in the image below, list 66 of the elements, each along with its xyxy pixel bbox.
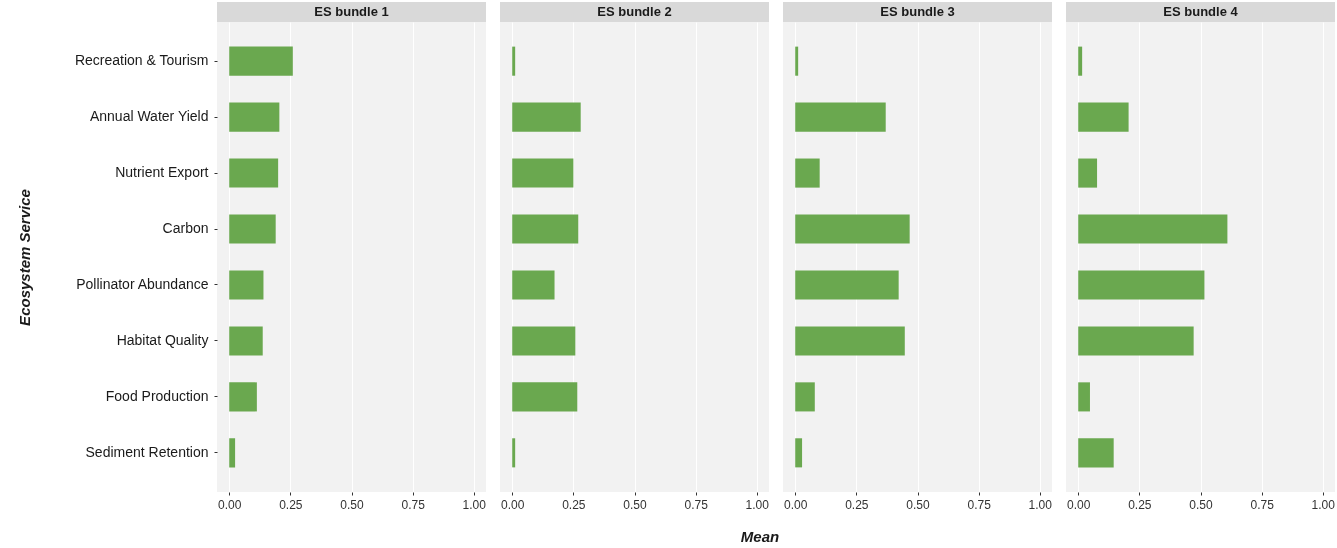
bar [512, 214, 579, 244]
x-tick-label: 1.00 [1311, 497, 1336, 512]
y-axis-title: Ecosystem Service [15, 189, 33, 326]
bar [795, 382, 815, 412]
y-tick-label: Habitat Quality [116, 331, 209, 348]
y-tick-label: Recreation & Tourism [74, 52, 209, 69]
x-tick-label: 1.00 [1028, 497, 1053, 512]
y-tick-label: Carbon [162, 220, 209, 237]
chart-title: ES bundle 3 [783, 2, 1052, 22]
bar [795, 46, 799, 76]
bar [795, 270, 899, 300]
x-tick-label: 0.00 [1067, 497, 1091, 512]
bar [229, 438, 236, 468]
bar [229, 270, 264, 300]
bar [512, 158, 574, 188]
bar [795, 214, 910, 244]
y-tick-label: Pollinator Abundance [76, 275, 209, 292]
x-tick-label: 0.75 [967, 497, 992, 512]
bar [512, 438, 516, 468]
x-tick-label: 1.00 [462, 497, 487, 512]
bar [229, 382, 257, 412]
bar [795, 438, 803, 468]
y-tick-label: Sediment Retention [85, 443, 209, 460]
x-tick-label: 0.75 [684, 497, 709, 512]
x-tick-label: 0.25 [279, 497, 303, 512]
chart-title: ES bundle 2 [500, 2, 769, 22]
bar [1078, 214, 1228, 244]
bar [1078, 382, 1090, 412]
bar [795, 326, 905, 356]
x-tick-label: 0.00 [218, 497, 242, 512]
x-tick-label: 1.00 [745, 497, 770, 512]
bar [512, 270, 555, 300]
x-tick-label: 0.50 [906, 497, 930, 512]
bar [229, 158, 279, 188]
bar [229, 102, 280, 132]
bar [512, 102, 581, 132]
x-axis-title: Mean [739, 528, 781, 545]
bar [1078, 438, 1114, 468]
bar [512, 46, 516, 76]
bar [1078, 158, 1098, 188]
y-tick-label: Nutrient Export [115, 164, 209, 181]
bar [1078, 270, 1205, 300]
x-tick-label: 0.75 [1250, 497, 1275, 512]
bar [229, 326, 263, 356]
x-tick-label: 0.75 [401, 497, 426, 512]
y-tick-label: Food Production [105, 387, 209, 404]
bar [795, 102, 886, 132]
x-tick-label: 0.50 [623, 497, 647, 512]
bar [1078, 102, 1129, 132]
x-tick-label: 0.00 [501, 497, 525, 512]
y-tick-label: Annual Water Yield [89, 108, 209, 125]
x-tick-label: 0.25 [562, 497, 586, 512]
bar [512, 382, 578, 412]
bar [512, 326, 576, 356]
x-tick-label: 0.25 [845, 497, 869, 512]
x-tick-label: 0.25 [1128, 497, 1152, 512]
x-tick-label: 0.50 [1189, 497, 1213, 512]
bar [229, 214, 276, 244]
chart-title: ES bundle 1 [217, 2, 486, 22]
bar [1078, 46, 1083, 76]
bar [795, 158, 820, 188]
x-tick-label: 0.00 [784, 497, 808, 512]
x-tick-label: 0.50 [340, 497, 364, 512]
chart-title: ES bundle 4 [1066, 2, 1335, 22]
bar [1078, 326, 1194, 356]
bar [229, 46, 293, 76]
